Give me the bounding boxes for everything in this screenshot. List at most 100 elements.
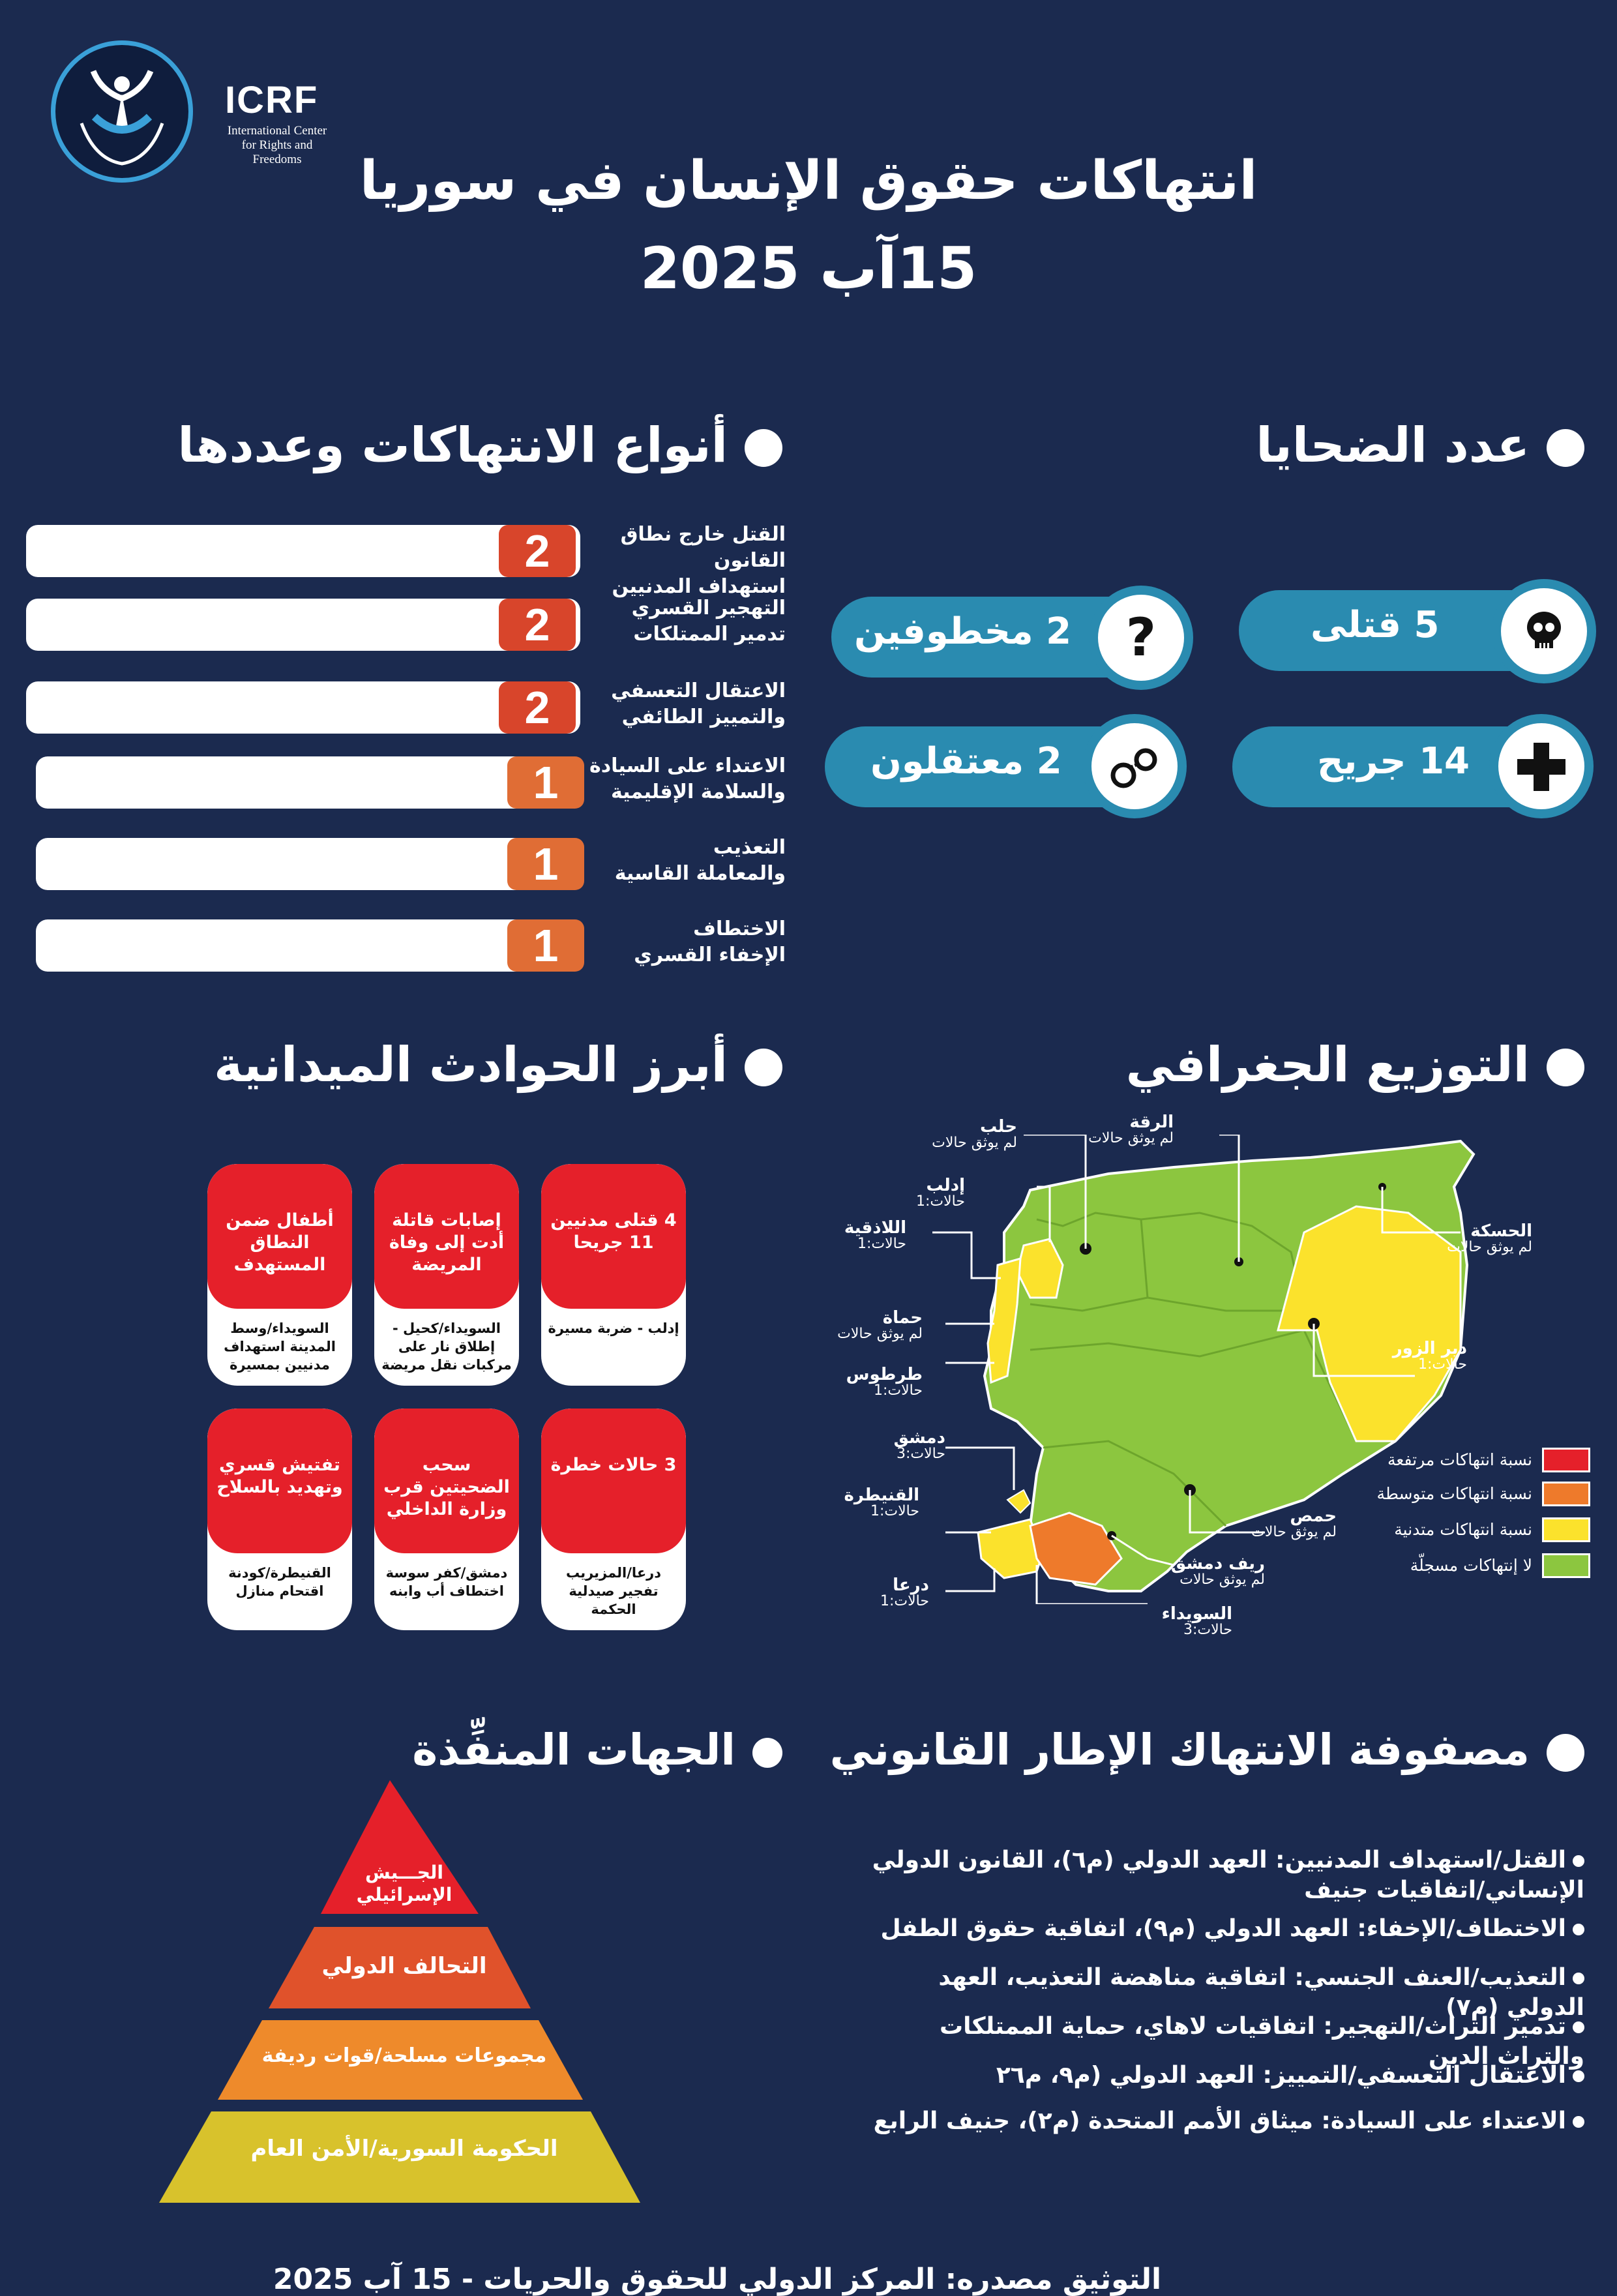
bullet-icon [1547, 1733, 1584, 1772]
bullet-icon [1573, 2116, 1584, 2128]
violation-label: التعذيب والمعاملة القاسية [614, 836, 786, 885]
map-label-deir: دير الزور حالات:1 [1392, 1339, 1467, 1373]
incident-card-location: إدلب - ضربة مسيرة [548, 1320, 679, 1336]
map-label-quneitra: القنيطرة حالات:1 [844, 1485, 919, 1519]
violation-bar [26, 681, 580, 734]
bullet-icon [745, 429, 782, 468]
bullet-icon [1573, 1855, 1584, 1867]
syria-map [932, 1135, 1476, 1604]
incident-card-location: درعا/المزيريب تفجير صيدلية الحكمة [565, 1565, 662, 1617]
bullet-icon [1573, 1973, 1584, 1984]
violation-label: الاعتقال التعسفي والتمييز الطائفي [611, 679, 786, 728]
incident-card-header: 3 حالات خطرة [541, 1409, 686, 1553]
map-label-tartus: طرطوس حالات:1 [846, 1365, 923, 1399]
bullet-icon [1573, 2070, 1584, 2082]
detained-count: 2 معتقلون [870, 740, 1062, 783]
legal-item: الاعتقال التعسفي/التمييز: العهد الدولي (… [867, 2061, 1584, 2091]
incident-card-header: إصابات قاتلة أدت إلى وفاة المريضة [374, 1164, 519, 1309]
incident-card-header: أطفال ضمن النطاق المستهدف [207, 1164, 352, 1309]
legend-swatch [1542, 1448, 1590, 1472]
map-label-daraa: درعا حالات:1 [880, 1575, 929, 1609]
pyramid-label-1: الجـــيش الإسرائيلي [356, 1862, 452, 1905]
violation-bar [26, 525, 580, 577]
legal-item: تدمير التراث/التهجير: اتفاقيات لاهاي، حم… [939, 2013, 1584, 2070]
incident-card-title: سحب الضحيتين قرب وزارة الداخلي [383, 1455, 510, 1519]
injured-count: 14 جريح [1317, 740, 1470, 783]
question-icon: ? [1089, 586, 1193, 690]
violations-title: أنواع الانتهاكات وعددها [177, 417, 782, 473]
map-label-damascus: دمشق حالات:3 [893, 1428, 945, 1462]
map-label-aleppo: حلب لم يوثق حالات [932, 1117, 1017, 1151]
incident-card-title: 4 قتلى مدنيين 11 جريحا [550, 1210, 677, 1253]
incident-card-title: 3 حالات خطرة [550, 1455, 677, 1475]
incident-card-location: السويداء/وسط المدينة استهداف مدنيين بمسي… [224, 1320, 336, 1373]
pyramid-level-1 [321, 1780, 479, 1914]
page-title: انتهاكات حقوق الإنسان في سوريا [359, 150, 1258, 212]
victims-title: عدد الضحايا [1256, 417, 1584, 473]
incident-card-header: 4 قتلى مدنيين 11 جريحا [541, 1164, 686, 1309]
legal-item: التعذيب/العنف الجنسي: اتفاقية مناهضة الت… [938, 1964, 1584, 2021]
skull-icon [1492, 579, 1596, 683]
footer-source: التوثيق مصدره: المركز الدولي للحقوق والح… [273, 2263, 1162, 2296]
logo-name: ICRF [225, 79, 319, 121]
map-label-hama: حماة لم يوثق حالات [837, 1308, 923, 1342]
map-label-idlib: إدلب حالات:1 [916, 1176, 965, 1210]
violation-count: 1 [507, 756, 584, 809]
bullet-icon [752, 1737, 782, 1768]
perpetrators-title: الجهات المنفِّذة [412, 1725, 782, 1775]
bullet-icon [745, 1049, 782, 1087]
pyramid-level-2 [269, 1927, 531, 2008]
incident-card: أطفال ضمن النطاق المستهدف السويداء/وسط ال… [207, 1164, 352, 1386]
pyramid-level-3 [218, 2020, 583, 2100]
kidnapped-count: 2 مخطوفين [854, 610, 1072, 653]
incident-card-location: القنيطرة/كودنة اقتحام منازل [228, 1565, 331, 1599]
incident-card: تفتيش قسري وتهديد بالسلاح القنيطرة/كودنة … [207, 1409, 352, 1630]
logo-subtitle: International Center for Rights and Free… [227, 124, 327, 166]
incident-card: سحب الضحيتين قرب وزارة الداخلي دمشق/كفر س… [374, 1409, 519, 1630]
handcuffs-icon [1082, 714, 1187, 818]
incident-card-location: دمشق/كفر سوسة اختطاف أب وابنه [385, 1565, 508, 1599]
legend-label: نسبة انتهاكات متدنية [1394, 1520, 1532, 1539]
incident-card-location: السويداء/كحيل - إطلاق نار على مركبات نقل… [381, 1320, 512, 1373]
incident-card: إصابات قاتلة أدت إلى وفاة المريضة السويدا… [374, 1164, 519, 1386]
incident-card-header: تفتيش قسري وتهديد بالسلاح [207, 1409, 352, 1553]
pyramid-label-4: الحكومة السورية/الأمن العام [250, 2136, 558, 2162]
incident-card: 4 قتلى مدنيين 11 جريحا إدلب - ضربة مسيرة [541, 1164, 686, 1386]
geo-title: التوزيع الجغرافي [1126, 1037, 1584, 1093]
map-label-sweida: السويداء حالات:3 [1161, 1604, 1232, 1638]
violation-label: القتل خارج نطاق القانون استهداف المدنيين [612, 523, 786, 598]
violation-bar [26, 599, 580, 651]
legend-swatch [1542, 1517, 1590, 1542]
legal-item: القتل/استهداف المدنيين: العهد الدولي (م٦… [872, 1847, 1584, 1903]
legal-item: الاختطاف/الإخفاء: العهد الدولي (م٩)، اتف… [867, 1914, 1584, 1944]
map-label-latakia: اللاذقية حالات:1 [844, 1218, 906, 1252]
pyramid-level-4 [159, 2111, 640, 2203]
bullet-icon [1547, 429, 1584, 468]
map-label-hasakah: الحسكة لم يوثق حالات [1447, 1221, 1532, 1255]
violation-label: التهجير القسري تدمير الممتلكات [631, 597, 786, 646]
pyramid-label-2: التحالف الدولي [321, 1953, 487, 1979]
violation-count: 2 [499, 525, 576, 577]
incident-card-title: إصابات قاتلة أدت إلى وفاة المريضة [389, 1210, 505, 1275]
incident-card-title: أطفال ضمن النطاق المستهدف [226, 1210, 334, 1275]
map-label-homs: حمص لم يوثق حالات [1251, 1506, 1337, 1540]
incident-card-title: تفتيش قسري وتهديد بالسلاح [216, 1455, 343, 1497]
killed-count: 5 قتلى [1311, 604, 1440, 646]
incident-card: 3 حالات خطرة درعا/المزيريب تفجير صيدلية ا… [541, 1409, 686, 1630]
perpetrators-pyramid [159, 1780, 640, 2203]
violation-count: 1 [507, 838, 584, 890]
plus-icon [1489, 714, 1594, 818]
violation-label: الاعتداء على السيادة والسلامة الإقليمية [589, 754, 786, 803]
legend-label: لا إنتهاكات مسجلّة [1410, 1556, 1532, 1575]
violation-count: 1 [507, 919, 584, 972]
violation-count: 2 [499, 599, 576, 651]
page-date: 15آب 2025 [640, 235, 977, 302]
pyramid-label-3: مجموعات مسلحة/قوات رديفة [261, 2044, 547, 2067]
bullet-icon [1547, 1049, 1584, 1087]
bullet-icon [1573, 2021, 1584, 2033]
violation-bar [36, 919, 580, 972]
logo [51, 40, 193, 183]
map-label-rifdimashq: ريف دمشق لم يوثق حالات [1170, 1554, 1265, 1588]
map-label-raqqa: الرقة لم يوثق حالات [1088, 1112, 1174, 1146]
bullet-icon [1573, 1924, 1584, 1935]
